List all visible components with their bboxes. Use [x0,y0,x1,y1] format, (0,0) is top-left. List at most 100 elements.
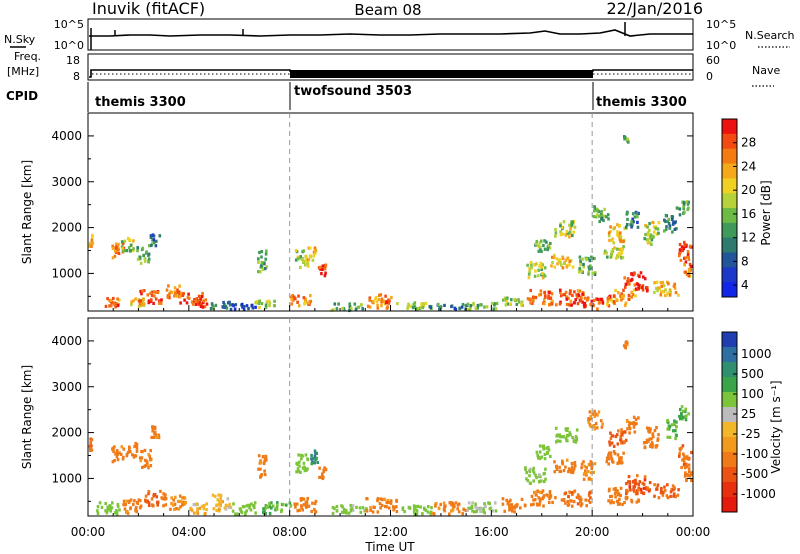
velocity-cell [244,511,247,515]
velocity-cell [551,500,554,505]
power-cell [537,293,541,297]
velocity-cell [618,459,621,463]
power-cell [150,234,153,238]
velocity-cell [670,487,673,492]
power-cell [603,214,606,218]
power-cell [201,291,204,296]
velocity-cell [149,464,153,468]
power-cell [531,299,535,303]
power-cell [131,249,135,253]
velocity-cell [588,476,591,480]
velocity-cell [151,429,154,433]
velocity-cell [476,506,479,510]
velocity-cell [675,434,678,438]
velocity-cell [421,512,424,516]
power-cell [145,250,148,254]
power-cell [547,294,550,298]
velocity-cell [680,446,683,450]
x-tick-label: 00:00 [71,525,106,539]
power-cell [661,280,665,285]
colorbar-swatch [722,332,737,348]
power-cell [556,262,559,266]
power-cell [592,298,596,302]
velocity-cell [670,423,674,427]
power-cell [649,235,652,239]
power-cell [601,301,605,305]
velocity-cell [637,499,641,503]
power-cell [682,246,685,251]
velocity-cell [585,473,588,477]
velocity-cell [615,499,619,504]
power-cell [461,302,465,307]
power-cell [681,249,685,253]
colorbar-tick-label: 16 [741,207,756,221]
velocity-cell [205,508,208,512]
power-cell [612,300,616,304]
power-cell [422,302,425,306]
power-cell [581,257,584,261]
power-cell [168,296,171,300]
velocity-cell [482,509,485,514]
power-cell [589,303,592,307]
velocity-cell [611,460,615,464]
power-cell [548,303,551,307]
velocity-cell [149,449,152,453]
power-cell [104,304,108,308]
velocity-cell [401,507,405,511]
velocity-cell [471,501,474,505]
velocity-cell [667,427,671,431]
velocity-cell [528,469,532,474]
power-cell [537,268,540,272]
velocity-cell [170,502,173,506]
velocity-cell [298,464,301,468]
power-ylabel: Slant Range [km] [20,160,34,264]
power-ytick-label: 3000 [51,175,82,189]
velocity-cell [627,475,631,479]
velocity-cell [589,496,592,500]
power-cell [648,222,651,226]
power-cell [305,255,308,259]
velocity-cell [628,427,632,431]
freq-tick-top: 18 [66,54,80,67]
power-cell [543,290,547,294]
power-cell [544,295,547,299]
power-cell [606,302,609,306]
velocity-cell [662,490,665,494]
velocity-cell [628,480,632,484]
velocity-cell [567,467,571,471]
velocity-cell [376,510,380,514]
velocity-cell [674,495,677,499]
velocity-cell [673,421,677,425]
velocity-cell [593,462,597,466]
velocity-cell [679,407,682,412]
power-cell [200,295,204,299]
velocity-cell [637,416,640,420]
velocity-cell [275,507,279,511]
power-cell [132,247,135,251]
velocity-cell [147,466,150,470]
power-cell [587,257,590,261]
velocity-cell [548,500,551,504]
velocity-cell [216,498,220,502]
power-cell [624,301,628,305]
power-cell [390,295,393,300]
velocity-cell [532,471,536,475]
power-cell [311,258,315,262]
velocity-cell [118,508,121,512]
velocity-cell [680,411,683,416]
power-cell [539,293,543,297]
velocity-cell [621,502,624,507]
velocity-cell [147,503,151,507]
power-cell [421,306,425,310]
velocity-cell [134,509,137,513]
velocity-cell [265,504,268,508]
velocity-cell [626,343,629,347]
power-cell [690,264,693,268]
power-cell [376,303,379,307]
colorbar-tick-label: -500 [741,467,768,481]
power-cell [210,302,214,306]
velocity-cell [574,435,578,439]
power-cell [619,231,622,235]
power-cell [594,215,598,219]
